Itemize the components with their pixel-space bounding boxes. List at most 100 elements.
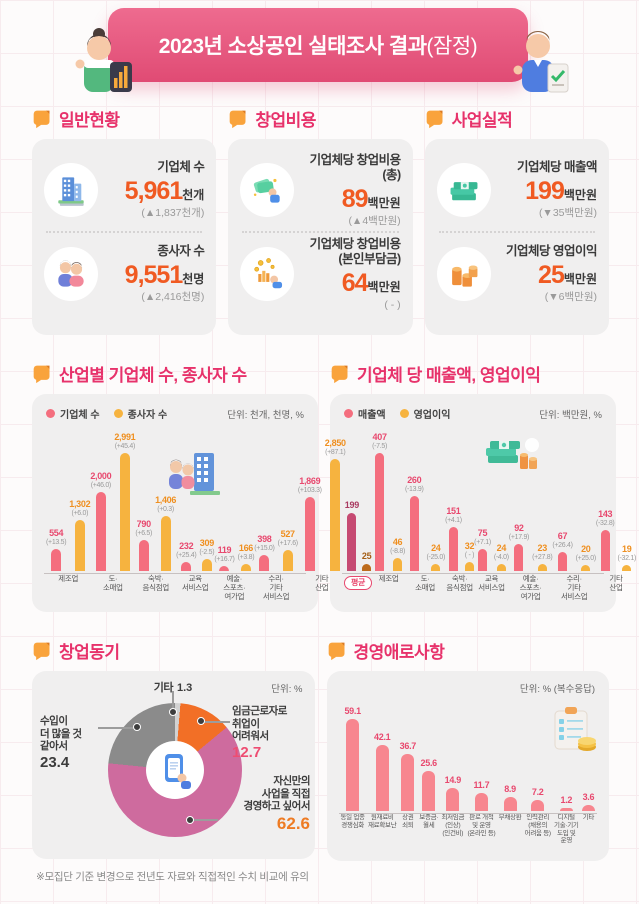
bar-group: 7.2 인력관리 (채용의 어려움 등) [525, 699, 551, 850]
stat-unit: 천명 [182, 272, 205, 287]
bar [409, 496, 419, 571]
callout-label: 기타 [153, 682, 174, 694]
bars: 407 (-7.5) 46 (-8.8) [372, 425, 405, 571]
bar-value-label: 166 [238, 543, 253, 554]
category-cell: 예술· 스포츠· 여가업 [520, 571, 542, 608]
bar [259, 555, 270, 571]
legend-dot [399, 409, 409, 418]
motivation-chart-title-row: 창업동기 [32, 638, 315, 663]
category-label: 원재료비 재료확보난 [368, 814, 397, 829]
unit-label: 단위: 백만원, % [539, 409, 602, 421]
bar-change-label: (-8.8) [390, 548, 405, 556]
bar-group: 151 (+4.1) 32( - ) 숙박· 음식점업 [445, 425, 474, 608]
category-label: 도· 소매업 [415, 574, 435, 592]
bar-label: 25 [362, 551, 372, 562]
difficulties-chart-title-row: 경영애로사항 [327, 638, 610, 663]
section-performance-heading: 사업실적 [451, 111, 513, 130]
leader-line [204, 721, 230, 723]
bar-value-label: 59.1 [344, 706, 361, 717]
bar-label: 59.1 [344, 706, 361, 717]
bar-label: 407 (-7.5) [372, 433, 387, 451]
stat-unit: 천개 [182, 188, 205, 203]
bar-wrap: 2,991 (+45.4) [114, 433, 136, 571]
bar [375, 453, 385, 571]
bar-change-label: (+27.8) [532, 554, 553, 562]
industry-chart-panel: 기업체 수 종사자 수 단위: 천개, 천명, % 554 (+13.5) 1,302… [32, 394, 346, 612]
bar-group: 8.9 부채상환 [499, 699, 522, 850]
bar-wrap: 46 (-8.8) [390, 538, 405, 571]
stat-label: 종사자 수 [157, 244, 205, 259]
bar-value-label: 3.6 [582, 792, 595, 803]
donut-callout-income: 수입이 더 많을 것 같아서 23.4 [40, 715, 106, 772]
bar [160, 516, 171, 571]
bar-wrap: 166 (+3.8) [238, 544, 255, 571]
category-cell: 판로 개척 및 운영 (온라인 등) [467, 811, 495, 850]
section-general-heading: 일반현황 [59, 111, 120, 130]
bar [478, 549, 488, 571]
category-label: 디지털 기술·기기 도입 및 운영 [554, 814, 579, 845]
bar [474, 793, 488, 811]
money-illustration [484, 433, 542, 478]
bar-label: 11.7 [474, 780, 490, 791]
x-axis [44, 573, 306, 574]
bar-wrap: 8.9 [503, 784, 517, 811]
bar-change-label: (+103.3) [297, 487, 322, 495]
leader-line [192, 819, 218, 821]
callout-label: 자신만의 사업을 직접 경영하고 싶어서 [243, 775, 310, 813]
section-performance: 사업실적 기업체당 매출액 199백만원 (▼35백만원) [424, 106, 609, 335]
category-label: 판로 개척 및 운영 (온라인 등) [467, 814, 496, 837]
bars: 11.7 [474, 699, 490, 811]
bar-change-label: (+16.7) [214, 556, 235, 564]
bar-wrap: 2,000 (+46.0) [90, 472, 112, 571]
money-hand-icon [240, 163, 295, 217]
bar-label: 25.6 [421, 758, 438, 769]
bar [304, 497, 315, 571]
category-cell: 인력관리 (채용의 어려움 등) [525, 811, 551, 850]
coin-stack-icon [436, 247, 491, 301]
leader-dot [133, 723, 141, 731]
bar-wrap: 7.2 [531, 787, 545, 811]
bar-change-label: (+6.5) [135, 530, 153, 538]
bar-group: 42.1 원재료비 재료확보난 [368, 699, 397, 850]
legend-label: 영업이익 [413, 410, 451, 421]
bar-value-label: 309 [199, 538, 214, 549]
bar-value-label: 20 [581, 544, 591, 555]
bar-group: 92 (+17.9) 23 (+27.8) 예술· 스포츠· 여가업 [509, 425, 553, 608]
middle-charts-row: 산업별 기업체 수, 종사자 수 기업체 수 종사자 수 단위: 천개, 천명, … [32, 361, 636, 612]
bars: 25.6 [421, 699, 437, 811]
header-banner: 2023년 소상공인 실태조사 결과(잠정) [108, 8, 528, 82]
bar-change-label: (+46.0) [90, 482, 112, 490]
bar-wrap: 143 (-32.8) [596, 510, 615, 571]
category-cell: 수리· 기타 서비스업 [561, 571, 588, 608]
bars: 232 (+25.4) 309 (-2.5) [176, 425, 215, 571]
bar-value-label: 23 [537, 543, 548, 554]
section-performance-title-row: 사업실적 [425, 106, 609, 131]
bar [362, 564, 372, 571]
bottom-charts-row: 창업동기 단위: % 기타 1.3 임금 [32, 638, 609, 861]
category-cell: 도· 소매업 [415, 571, 435, 608]
category-label: 최저임금 (인상) (인건비) [441, 814, 465, 837]
bar-change-label: (-7.5) [372, 443, 388, 451]
bar [559, 808, 573, 811]
stat-label: 기업체 수 [157, 160, 205, 175]
bar [503, 797, 517, 811]
bar-wrap: 23 (+27.8) [532, 543, 553, 571]
bar-group: 2,000 (+46.0) 2,991 (+45.4) 도· 소매업 [90, 425, 135, 608]
divider [438, 231, 595, 233]
bar-label: 166 (+3.8) [238, 544, 255, 562]
bar-wrap: 67 (+26.4) [552, 532, 573, 571]
bar-label: 1,302 (+6.0) [69, 500, 90, 518]
bar-label: 36.7 [400, 741, 417, 752]
x-axis [338, 813, 597, 814]
category-label: 도· 소매업 [102, 574, 123, 592]
category-label: 평균 [344, 576, 373, 590]
bar [119, 453, 130, 571]
stat-change: (▲1,837천개) [141, 207, 205, 220]
bar-wrap: 309 (-2.5) [199, 538, 215, 571]
bar [622, 565, 632, 571]
bar-value-label: 14.9 [444, 775, 462, 786]
bar-wrap: 232 (+25.4) [176, 542, 197, 571]
category-cell: 기타 산업 [315, 571, 329, 608]
bar-change-label: (-32.8) [595, 520, 615, 528]
bar-label: 260 (-13.9) [405, 476, 424, 494]
